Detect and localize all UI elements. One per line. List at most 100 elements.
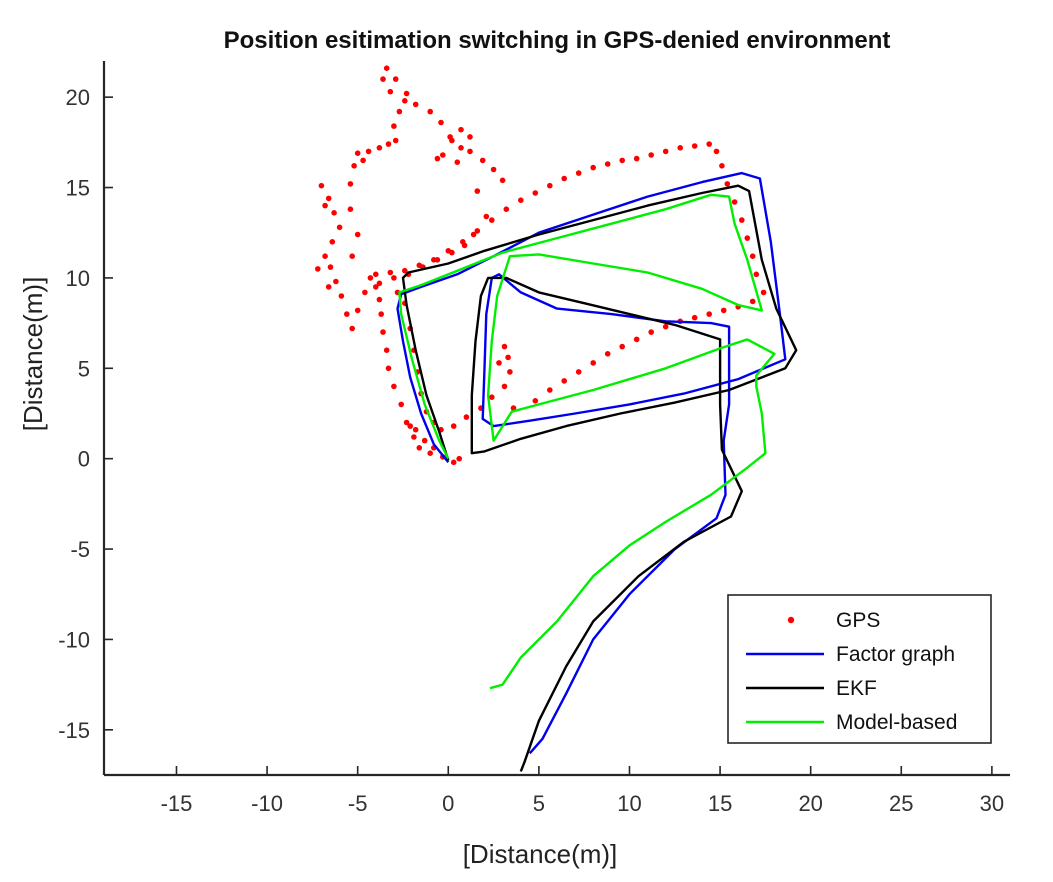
legend-entry: EKF [746,677,877,700]
gps-point [507,369,513,375]
x-tick-label: 0 [442,791,454,816]
gps-point [365,148,372,155]
gps-point [691,314,698,321]
gps-point [407,423,414,429]
gps-point [344,311,350,317]
gps-point [383,347,390,354]
gps-point [416,262,423,269]
gps-point [440,152,446,158]
gps-point [329,239,336,245]
legend-marker [787,616,795,624]
gps-point [351,163,357,169]
gps-point [383,65,390,71]
x-tick-label: 15 [708,791,732,816]
gps-point [575,369,582,375]
gps-point [325,284,332,290]
gps-point [575,170,582,176]
legend-entry: GPS [787,609,880,632]
gps-point [510,405,517,411]
gps-point [412,426,419,433]
x-tick-label: 10 [617,791,641,816]
gps-point [648,329,654,335]
gps-point [411,434,417,440]
y-tick-label: -5 [70,537,90,562]
gps-point [474,228,481,234]
gps-point [336,224,343,231]
y-tick-label: 20 [66,85,90,110]
gps-point [499,177,506,184]
legend-label: Factor graph [836,643,955,666]
gps-point [590,360,596,366]
gps-point [449,137,455,144]
gps-point [561,378,567,384]
gps-point [378,311,385,317]
gps-point [354,307,361,314]
gps-point [354,231,361,238]
gps-point [518,197,524,203]
y-tick-label: 5 [78,356,90,381]
gps-point [547,387,553,393]
gps-point [398,401,405,408]
gps-point [349,253,356,259]
gps-point [532,398,539,404]
gps-point [677,145,683,151]
gps-point [392,137,399,144]
gps-point [338,293,345,299]
gps-point [431,257,437,263]
gps-point [749,253,756,259]
gps-point [490,166,497,173]
gps-point [719,163,725,169]
legend-entry: Factor graph [746,643,955,666]
gps-point [347,181,354,187]
plot-area [315,65,798,772]
gps-point [713,148,720,155]
legend-label: Model-based [836,711,957,734]
legend-box [727,594,992,744]
gps-point [412,101,419,108]
gps-point [325,195,332,202]
gps-point [470,231,477,238]
gps-point [450,423,457,429]
gps-point [749,298,756,305]
gps-point [327,264,334,270]
gps-point [438,119,444,126]
gps-point [619,343,625,350]
gps-point [479,157,486,164]
gps-point [648,152,654,158]
x-tick-label: 5 [533,791,545,816]
gps-point [458,145,464,151]
x-tick-label: 25 [889,791,913,816]
gps-point [392,76,399,82]
gps-point [450,459,457,466]
x-tick-label: 20 [798,791,822,816]
gps-point [467,134,473,140]
series-model-based [398,193,776,690]
axes: -15 -10 -5 0 5 10 15 20 25 30 -15 -10 -5 0 5 10 15 20 [58,61,1010,816]
series-ekf [401,184,798,772]
gps-point [467,148,473,155]
gps-point [753,271,760,278]
gps-point [427,108,434,115]
gps-point [503,206,510,212]
gps-point [387,269,394,276]
gps-point [322,202,328,209]
x-tick-label: 30 [980,791,1004,816]
gps-point [706,311,712,317]
gps-point [315,266,321,272]
y-tick-label: 0 [78,447,90,472]
gps-point [454,159,461,165]
x-tick-label: -10 [251,791,283,816]
legend-label: EKF [836,677,877,700]
gps-point [590,164,596,171]
gps-point [604,161,611,167]
gps-point [387,88,394,95]
y-tick-label: -10 [58,627,90,652]
legend-entry: Model-based [746,711,957,734]
gps-point [706,141,712,147]
gps-point [376,280,383,287]
legend: GPS Factor graph EKF Model-based [727,594,992,744]
gps-point [373,271,379,278]
x-tick-label: -15 [161,791,193,816]
gps-point [456,455,463,462]
gps-point [318,182,325,189]
